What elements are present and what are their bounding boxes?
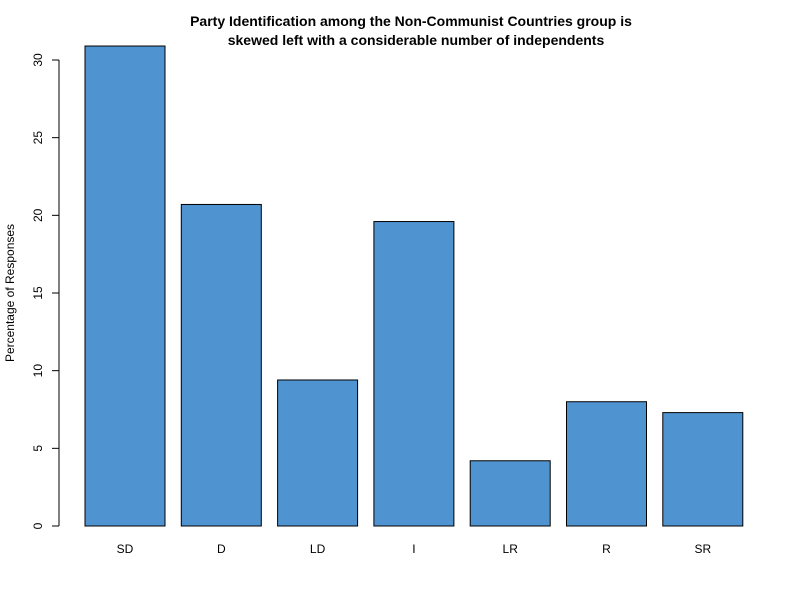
bar-ld (277, 379, 359, 527)
bar-r (566, 401, 647, 527)
y-tick-label: 20 (31, 208, 45, 222)
x-tick-label: LD (310, 542, 326, 556)
x-tick-label: R (602, 542, 611, 556)
x-tick-label: SR (694, 542, 711, 556)
x-axis-labels: SD D LD I LR R SR (117, 542, 712, 556)
y-axis-label: Percentage of Responses (3, 224, 17, 362)
y-tick-label: 30 (31, 53, 45, 67)
x-tick-label: LR (503, 542, 519, 556)
y-tick-label: 15 (31, 286, 45, 300)
y-tick-label: 0 (31, 522, 45, 529)
bar-i (373, 221, 455, 527)
y-axis: 0 5 10 15 20 25 30 (31, 53, 60, 529)
y-tick-label: 5 (31, 445, 45, 452)
x-tick-label: I (412, 542, 415, 556)
chart-title-line-2: skewed left with a considerable number o… (228, 32, 605, 48)
bars (84, 45, 744, 527)
bar-sd (84, 45, 166, 527)
x-tick-label: D (217, 542, 226, 556)
x-tick-label: SD (117, 542, 134, 556)
chart-title-line-1: Party Identification among the Non-Commu… (190, 13, 632, 29)
bar-d (180, 203, 262, 527)
bar-lr (469, 460, 551, 527)
bar-sr (662, 412, 744, 527)
y-tick-label: 10 (31, 364, 45, 378)
y-tick-label: 25 (31, 131, 45, 145)
